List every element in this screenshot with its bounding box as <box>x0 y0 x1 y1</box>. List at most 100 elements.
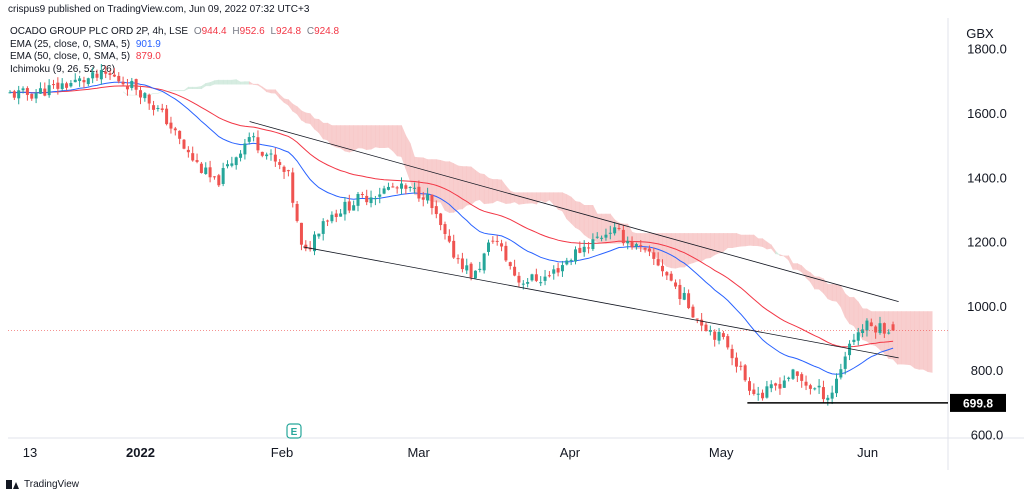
candle-down <box>795 371 799 376</box>
candle-up <box>130 80 134 88</box>
candle-down <box>434 206 438 215</box>
candle-down <box>147 94 151 104</box>
cloud-segment <box>788 254 794 270</box>
cloud-segment <box>388 125 394 152</box>
candle-down <box>500 243 504 247</box>
cloud-segment <box>201 82 207 90</box>
cloud-segment <box>283 98 289 106</box>
cloud-segment <box>240 81 246 85</box>
candle-up <box>717 331 721 341</box>
chart-frame <box>8 18 1024 470</box>
x-tick-label: Jun <box>857 445 878 460</box>
candle-down <box>508 262 512 267</box>
candle-down <box>882 323 886 334</box>
cloud-segment <box>783 255 789 261</box>
candle-down <box>195 160 199 162</box>
candle-up <box>582 246 586 253</box>
ema25-label: EMA (25, close, 0, SMA, 5) <box>10 38 131 50</box>
candle-up <box>830 392 834 399</box>
ohlc-value: 924.8 <box>314 26 340 37</box>
candle-up <box>604 234 608 238</box>
candle-up <box>247 137 251 142</box>
candle-up <box>265 154 269 157</box>
cloud-segment <box>192 86 198 90</box>
candle-down <box>52 84 55 86</box>
candle-down <box>669 273 673 281</box>
candle-up <box>682 292 686 300</box>
cloud-segment <box>322 122 328 141</box>
ema25-value: 901.9 <box>135 38 161 50</box>
candle-down <box>778 384 782 389</box>
candle-down <box>804 381 808 386</box>
candle-up <box>378 194 382 197</box>
cloud-segment <box>527 192 533 204</box>
candle-down <box>273 154 277 162</box>
tradingview-footer: TradingView <box>6 479 79 490</box>
candle-down <box>304 244 308 249</box>
candle-down <box>517 275 521 283</box>
cloud-segment <box>492 179 498 204</box>
cloud-segment <box>231 79 237 85</box>
cloud-segment <box>740 234 746 247</box>
publish-caption: crispus9 published on TradingView.com, J… <box>8 4 310 15</box>
candle-down <box>125 85 129 90</box>
candle-down <box>456 258 460 260</box>
candle-up <box>600 237 604 239</box>
candle-up <box>8 92 12 94</box>
candle-up <box>765 386 769 398</box>
ohlc-key: H <box>232 26 240 37</box>
candle-up <box>634 244 638 247</box>
ema-25-line <box>9 81 894 375</box>
candle-up <box>382 188 386 194</box>
candle-down <box>504 245 508 261</box>
cloud-segment <box>514 192 520 205</box>
cloud-segment <box>392 125 398 157</box>
candle-up <box>156 107 160 109</box>
candle-up <box>791 369 795 379</box>
candle-down <box>643 247 647 250</box>
cloud-segment <box>314 118 320 134</box>
y-tick-label: 1000.0 <box>967 299 1007 314</box>
x-tick-label: May <box>709 445 734 460</box>
ema50-value: 879.0 <box>135 51 161 62</box>
candle-down <box>547 275 551 277</box>
cloud-segment <box>779 254 785 257</box>
cloud-segment <box>570 196 576 229</box>
candle-down <box>360 194 364 196</box>
candle-up <box>269 153 273 155</box>
candle-down <box>417 186 421 199</box>
candle-down <box>730 348 734 359</box>
candle-up <box>608 232 612 234</box>
cloud-segment <box>592 205 598 243</box>
candle-down <box>186 149 190 153</box>
cloud-segment <box>766 241 772 250</box>
candle-up <box>478 268 482 270</box>
cloud-segment <box>214 79 220 85</box>
candle-down <box>334 213 338 218</box>
cloud-segment <box>918 311 924 370</box>
cloud-segment <box>483 173 489 205</box>
x-tick-label: 2022 <box>126 445 155 460</box>
ohlc-value: 924.8 <box>276 26 302 37</box>
candle-down <box>639 245 643 247</box>
cloud-segment <box>657 233 663 264</box>
candle-up <box>787 377 791 379</box>
candle-up <box>243 143 247 155</box>
cloud-segment <box>731 233 737 249</box>
candle-up <box>47 85 51 96</box>
cloud-segment <box>370 125 376 150</box>
cloud-segment <box>266 89 272 94</box>
candle-down <box>743 365 747 381</box>
candle-down <box>752 389 756 394</box>
candle-up <box>861 329 865 334</box>
cloud-segment <box>362 125 368 151</box>
cloud-segment <box>288 99 294 113</box>
candle-down <box>178 130 182 139</box>
cloud-segment <box>770 244 776 255</box>
candle-down <box>630 241 634 248</box>
cloud-segment <box>401 125 407 170</box>
cloud-segment <box>531 192 537 205</box>
candle-down <box>443 224 447 235</box>
